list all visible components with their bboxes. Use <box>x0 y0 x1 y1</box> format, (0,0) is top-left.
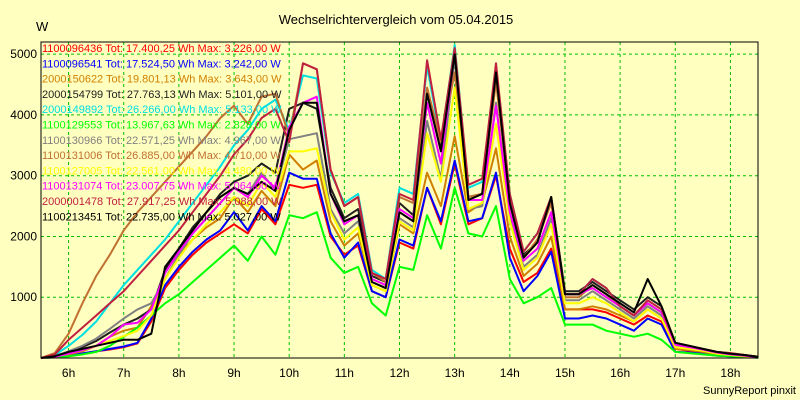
x-tick-label: 16h <box>610 366 630 380</box>
x-tick-label: 10h <box>279 366 299 380</box>
y-tick-label: 5000 <box>10 47 37 61</box>
x-tick-label: 14h <box>500 366 520 380</box>
x-tick-label: 9h <box>227 366 240 380</box>
x-tick-label: 8h <box>172 366 185 380</box>
legend-entry-2000150622: 2000150622 Tot: 19.801,13 Wh Max: 3.643,… <box>42 74 282 86</box>
y-axis-unit: W <box>36 19 49 34</box>
legend-entry-2000154799: 2000154799 Tot: 27.763,13 Wh Max: 5.101,… <box>42 89 282 101</box>
x-tick-label: 18h <box>720 366 740 380</box>
legend-entry-1100131006: 1100131006 Tot: 26.885,00 Wh Max: 4.710,… <box>42 150 281 162</box>
series-line-2000001478 <box>40 47 759 359</box>
legend-entry-1100130966: 1100130966 Tot: 22.571,25 Wh Max: 4.967,… <box>42 135 281 147</box>
x-tick-label: 7h <box>117 366 130 380</box>
x-tick-label: 13h <box>445 366 465 380</box>
y-tick-label: 2000 <box>10 229 37 243</box>
x-tick-label: 11h <box>335 366 354 380</box>
series-line-1100129553 <box>40 186 759 359</box>
y-tick-label: 1000 <box>10 290 37 304</box>
legend-entry-1100127005: 1100127005 Tot: 22.561,00 Wh Max: 4.480,… <box>42 165 281 177</box>
series-lines <box>40 44 759 359</box>
x-tick-label: 17h <box>665 366 685 380</box>
x-tick-label: 6h <box>62 366 75 380</box>
legend-entry-2000149892: 2000149892 Tot: 26.266,00 Wh Max: 5.133,… <box>42 104 282 116</box>
legend-entry-1100129553: 1100129553 Tot: 13.967,63 Wh Max: 2.828,… <box>42 120 281 132</box>
footer-credit: SunnyReport pinxit <box>703 385 796 397</box>
legend-entry-1100131074: 1100131074 Tot: 23.007,75 Wh Max: 5.064,… <box>42 181 281 193</box>
legend-entry-1100096541: 1100096541 Tot: 17.524,50 Wh Max: 3.242,… <box>42 58 281 70</box>
x-tick-labels: 6h 7h 8h 9h 10h 11h 12h 13h 14h 15h 16h 17h 18h <box>62 366 741 380</box>
chart-title: Wechselrichtervergleich vom 05.04.2015 <box>279 12 514 27</box>
legend: 1100096436 Tot: 17.400,25 Wh Max: 3.226,… <box>42 43 282 223</box>
x-tick-label: 12h <box>389 366 409 380</box>
series-line-1100096541 <box>40 159 759 359</box>
plot-border <box>40 41 759 359</box>
series-line-1100213451 <box>40 53 759 359</box>
legend-entry-1100213451: 1100213451 Tot: 22.735,00 Wh Max: 5.027,… <box>42 211 281 223</box>
y-tick-labels: 1000 2000 3000 4000 5000 <box>10 47 37 304</box>
x-tick-label: 15h <box>555 366 575 380</box>
y-tick-label: 3000 <box>10 169 37 183</box>
legend-entry-2000001478: 2000001478 Tot: 27.917,25 Wh Max: 5.088,… <box>42 196 282 208</box>
y-tick-label: 4000 <box>10 108 37 122</box>
legend-entry-1100096436: 1100096436 Tot: 17.400,25 Wh Max: 3.226,… <box>42 43 281 55</box>
